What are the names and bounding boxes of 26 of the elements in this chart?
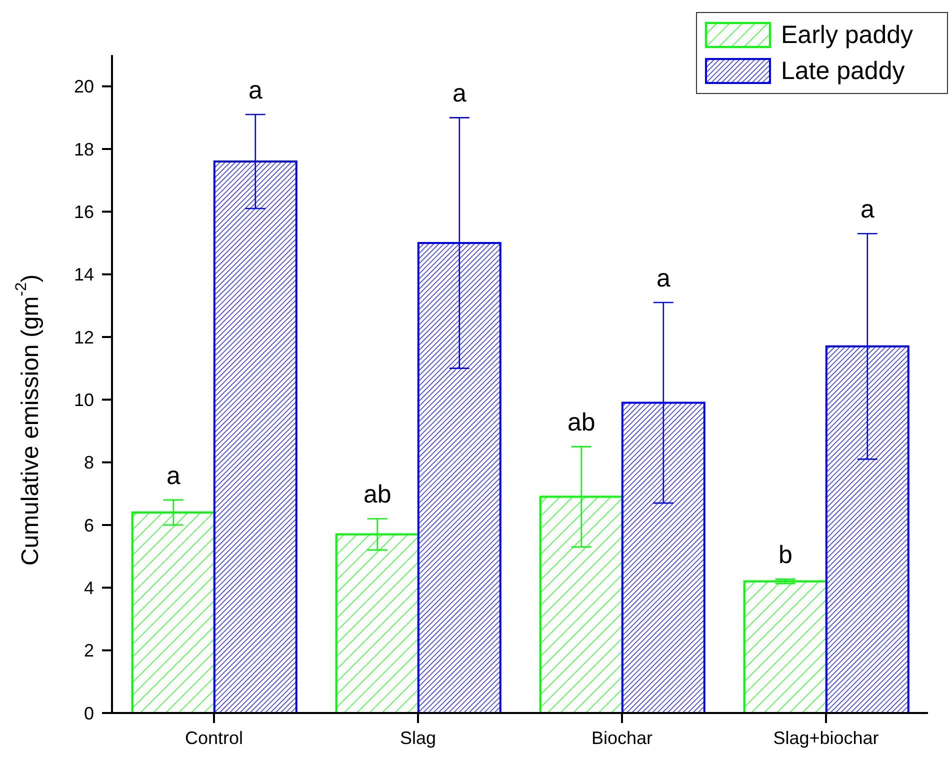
annotation: b: [778, 541, 792, 570]
y-tick-label: 4: [84, 578, 94, 598]
annotation: ab: [363, 480, 392, 509]
y-tick-label: 16: [74, 202, 94, 222]
y-tick-label: 10: [74, 390, 94, 410]
y-tick-label: 6: [84, 515, 94, 536]
x-tick-label: Control: [184, 728, 244, 748]
annotation: a: [166, 462, 180, 490]
y-tick-label: 2: [84, 640, 94, 661]
annotation: a: [248, 76, 262, 105]
legend-label: Late paddy: [781, 57, 905, 85]
x-tick-label: Slag: [400, 728, 436, 748]
annotation: a: [656, 264, 670, 293]
annotation: a: [860, 196, 874, 224]
bar: [743, 580, 828, 713]
x-tick-label: Biochar: [591, 728, 653, 748]
legend-label: Early paddy: [781, 21, 914, 49]
y-tick-label: 12: [74, 327, 94, 348]
annotation: a: [452, 80, 466, 108]
y-tick-label: 0: [84, 703, 94, 724]
annotation: ab: [567, 408, 596, 437]
y-tick-label: 20: [74, 76, 94, 97]
y-tick-label: 14: [74, 264, 94, 285]
y-tick-label: 18: [74, 139, 94, 160]
x-tick-label: Slag+biochar: [773, 728, 879, 748]
y-tick-label: 8: [84, 452, 94, 473]
